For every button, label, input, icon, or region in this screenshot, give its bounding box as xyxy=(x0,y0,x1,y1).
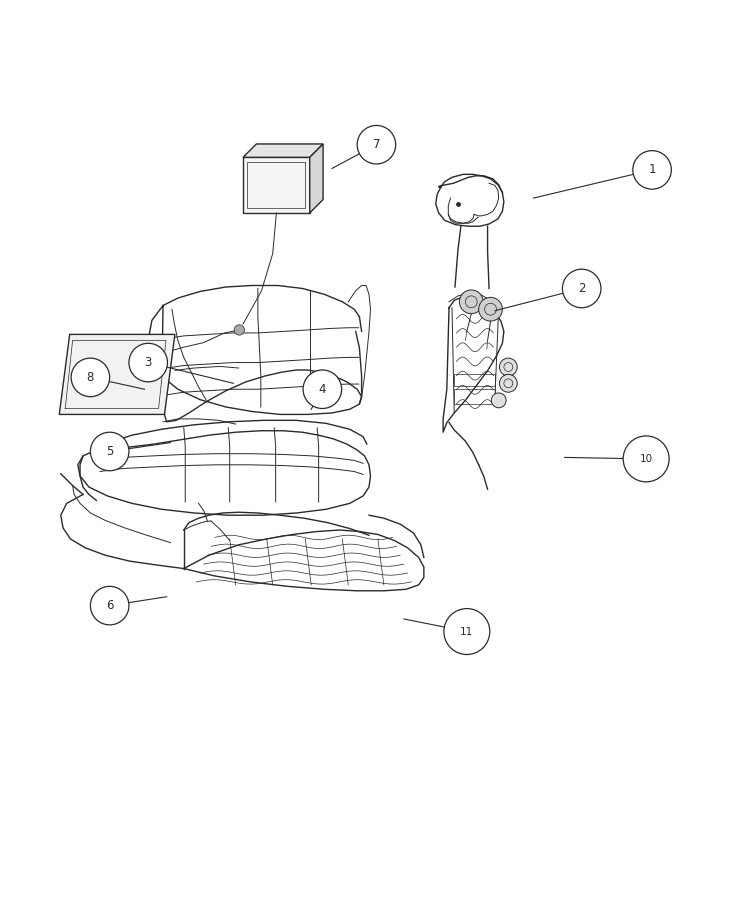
Circle shape xyxy=(499,374,517,392)
Circle shape xyxy=(562,269,601,308)
Bar xyxy=(454,389,495,404)
Circle shape xyxy=(90,432,129,471)
Polygon shape xyxy=(243,144,323,158)
Bar xyxy=(247,162,305,209)
Circle shape xyxy=(479,297,502,321)
Text: 10: 10 xyxy=(639,454,653,464)
Circle shape xyxy=(444,608,490,654)
Circle shape xyxy=(129,343,167,382)
Circle shape xyxy=(499,358,517,376)
Polygon shape xyxy=(59,335,175,414)
Text: 1: 1 xyxy=(648,164,656,176)
Circle shape xyxy=(303,370,342,409)
Circle shape xyxy=(459,290,483,314)
Text: 11: 11 xyxy=(460,626,473,636)
Circle shape xyxy=(357,125,396,164)
Circle shape xyxy=(234,325,245,335)
Circle shape xyxy=(491,393,506,408)
Text: 6: 6 xyxy=(106,599,113,612)
Bar xyxy=(454,374,495,385)
Bar xyxy=(243,158,310,213)
Text: 3: 3 xyxy=(144,356,152,369)
Circle shape xyxy=(90,586,129,625)
Text: 5: 5 xyxy=(106,445,113,458)
Circle shape xyxy=(633,150,671,189)
Circle shape xyxy=(71,358,110,397)
Text: 7: 7 xyxy=(373,139,380,151)
Text: 2: 2 xyxy=(578,282,585,295)
Text: 8: 8 xyxy=(87,371,94,384)
Circle shape xyxy=(623,436,669,482)
Text: 4: 4 xyxy=(319,382,326,396)
Polygon shape xyxy=(310,144,323,213)
